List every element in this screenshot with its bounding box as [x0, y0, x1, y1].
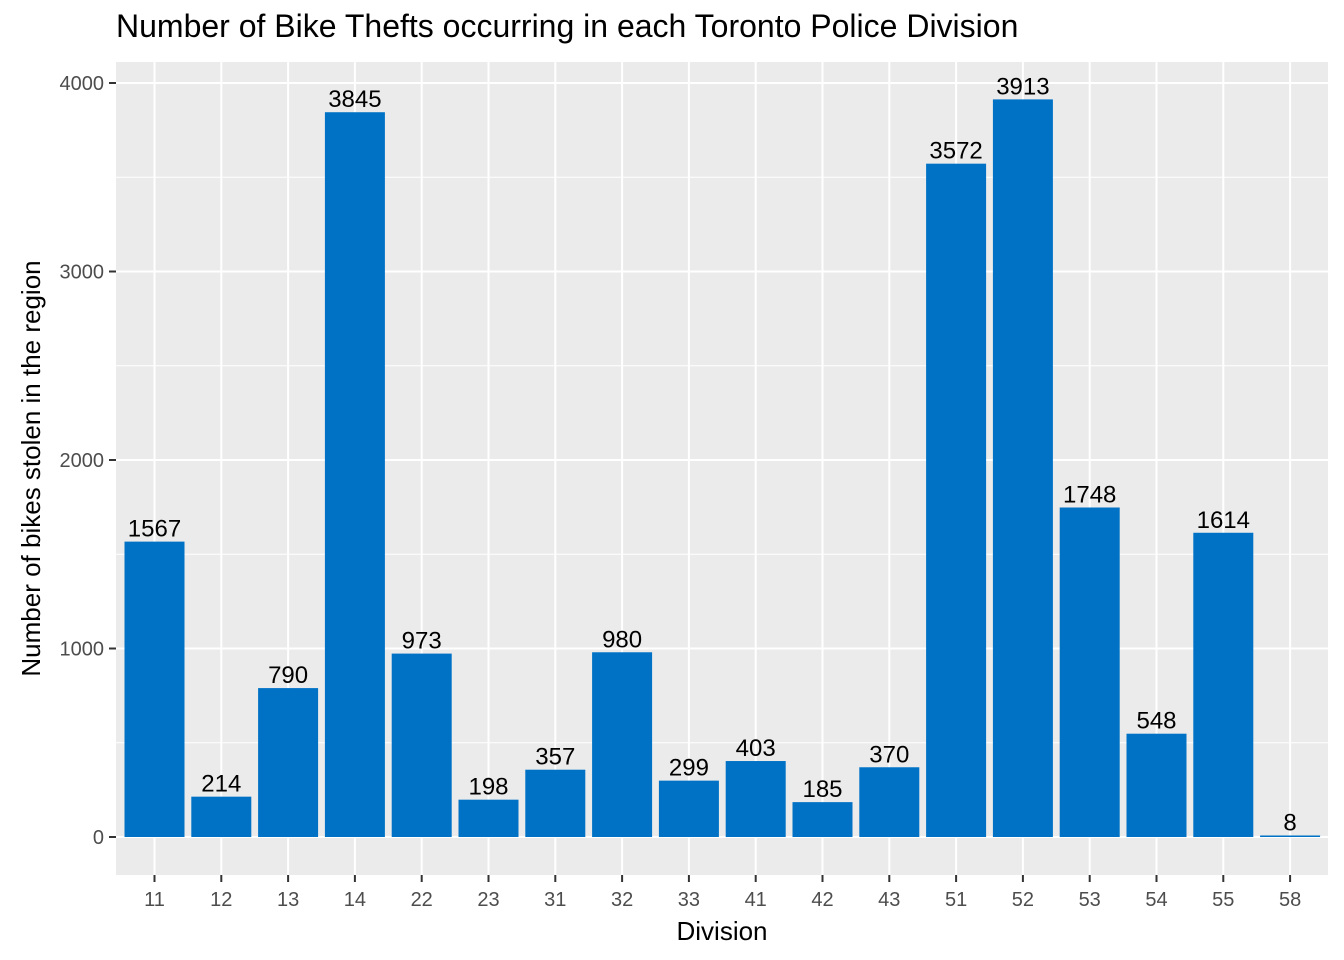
y-tick-label: 0	[93, 827, 104, 849]
x-tick-label: 42	[811, 889, 833, 911]
bar	[859, 767, 920, 837]
x-axis-title: Division	[676, 916, 767, 946]
bar	[1260, 835, 1321, 837]
bar	[1126, 733, 1187, 837]
bar-value-label: 1614	[1197, 507, 1250, 534]
bar	[391, 653, 452, 837]
x-tick-label: 31	[544, 889, 566, 911]
bar	[592, 652, 653, 837]
bar-value-label: 214	[201, 771, 241, 798]
x-tick-label: 22	[411, 889, 433, 911]
bars	[124, 99, 1321, 838]
bar-value-label: 1567	[128, 516, 181, 543]
x-tick-label: 58	[1279, 889, 1301, 911]
bar	[1193, 532, 1254, 837]
y-axis-title: Number of bikes stolen in the region	[16, 260, 46, 676]
bar-value-label: 403	[736, 735, 776, 762]
bar	[458, 799, 519, 837]
y-tick-label: 2000	[60, 450, 105, 472]
x-axis: 11 12 13 14 22 23 31 32 33 41 42 43 51 52 53 54 55 58	[144, 875, 1301, 911]
x-tick-label: 23	[477, 889, 499, 911]
y-axis: 0 1000 2000 3000 4000	[60, 73, 116, 849]
y-tick-label: 3000	[60, 262, 105, 284]
x-tick-label: 55	[1212, 889, 1234, 911]
bar-value-label: 370	[869, 741, 909, 768]
bar-value-label: 3913	[996, 73, 1049, 100]
x-tick-label: 11	[144, 889, 165, 911]
x-tick-label: 12	[210, 889, 232, 911]
x-tick-label: 41	[745, 889, 767, 911]
bar-value-labels: 1567 214 790 3845 973 198 357 980 299 403 185 370 35…	[128, 73, 1297, 836]
x-tick-label: 13	[277, 889, 299, 911]
bar	[992, 99, 1053, 838]
x-tick-label: 14	[344, 889, 366, 911]
chart-title: Number of Bike Thefts occurring in each …	[116, 8, 1019, 44]
bar-value-label: 980	[602, 626, 642, 653]
bar-value-label: 3572	[929, 138, 982, 165]
bar	[525, 769, 586, 837]
bar	[1059, 507, 1120, 837]
bar	[792, 802, 853, 837]
y-tick-label: 4000	[60, 73, 105, 95]
bar	[191, 796, 252, 837]
bar	[324, 112, 385, 837]
bar-value-label: 299	[669, 755, 709, 782]
bar-value-label: 1748	[1063, 482, 1116, 509]
bar-value-label: 8	[1283, 809, 1296, 836]
x-tick-label: 54	[1145, 889, 1167, 911]
x-tick-label: 32	[611, 889, 633, 911]
bar	[258, 688, 319, 837]
bar-value-label: 357	[535, 744, 575, 771]
y-tick-label: 1000	[60, 639, 105, 661]
bar-value-label: 3845	[328, 86, 381, 113]
x-tick-label: 52	[1012, 889, 1034, 911]
x-tick-label: 33	[678, 889, 700, 911]
bar	[658, 780, 719, 837]
x-tick-label: 53	[1079, 889, 1101, 911]
bar-value-label: 185	[802, 776, 842, 803]
bar-value-label: 548	[1136, 708, 1176, 735]
bar-value-label: 973	[402, 628, 442, 655]
bar	[725, 761, 786, 837]
x-tick-label: 51	[945, 889, 967, 911]
bar-value-label: 790	[268, 662, 308, 689]
x-tick-label: 43	[878, 889, 900, 911]
bar-value-label: 198	[468, 774, 508, 801]
bar	[926, 163, 987, 838]
bar	[124, 541, 185, 837]
